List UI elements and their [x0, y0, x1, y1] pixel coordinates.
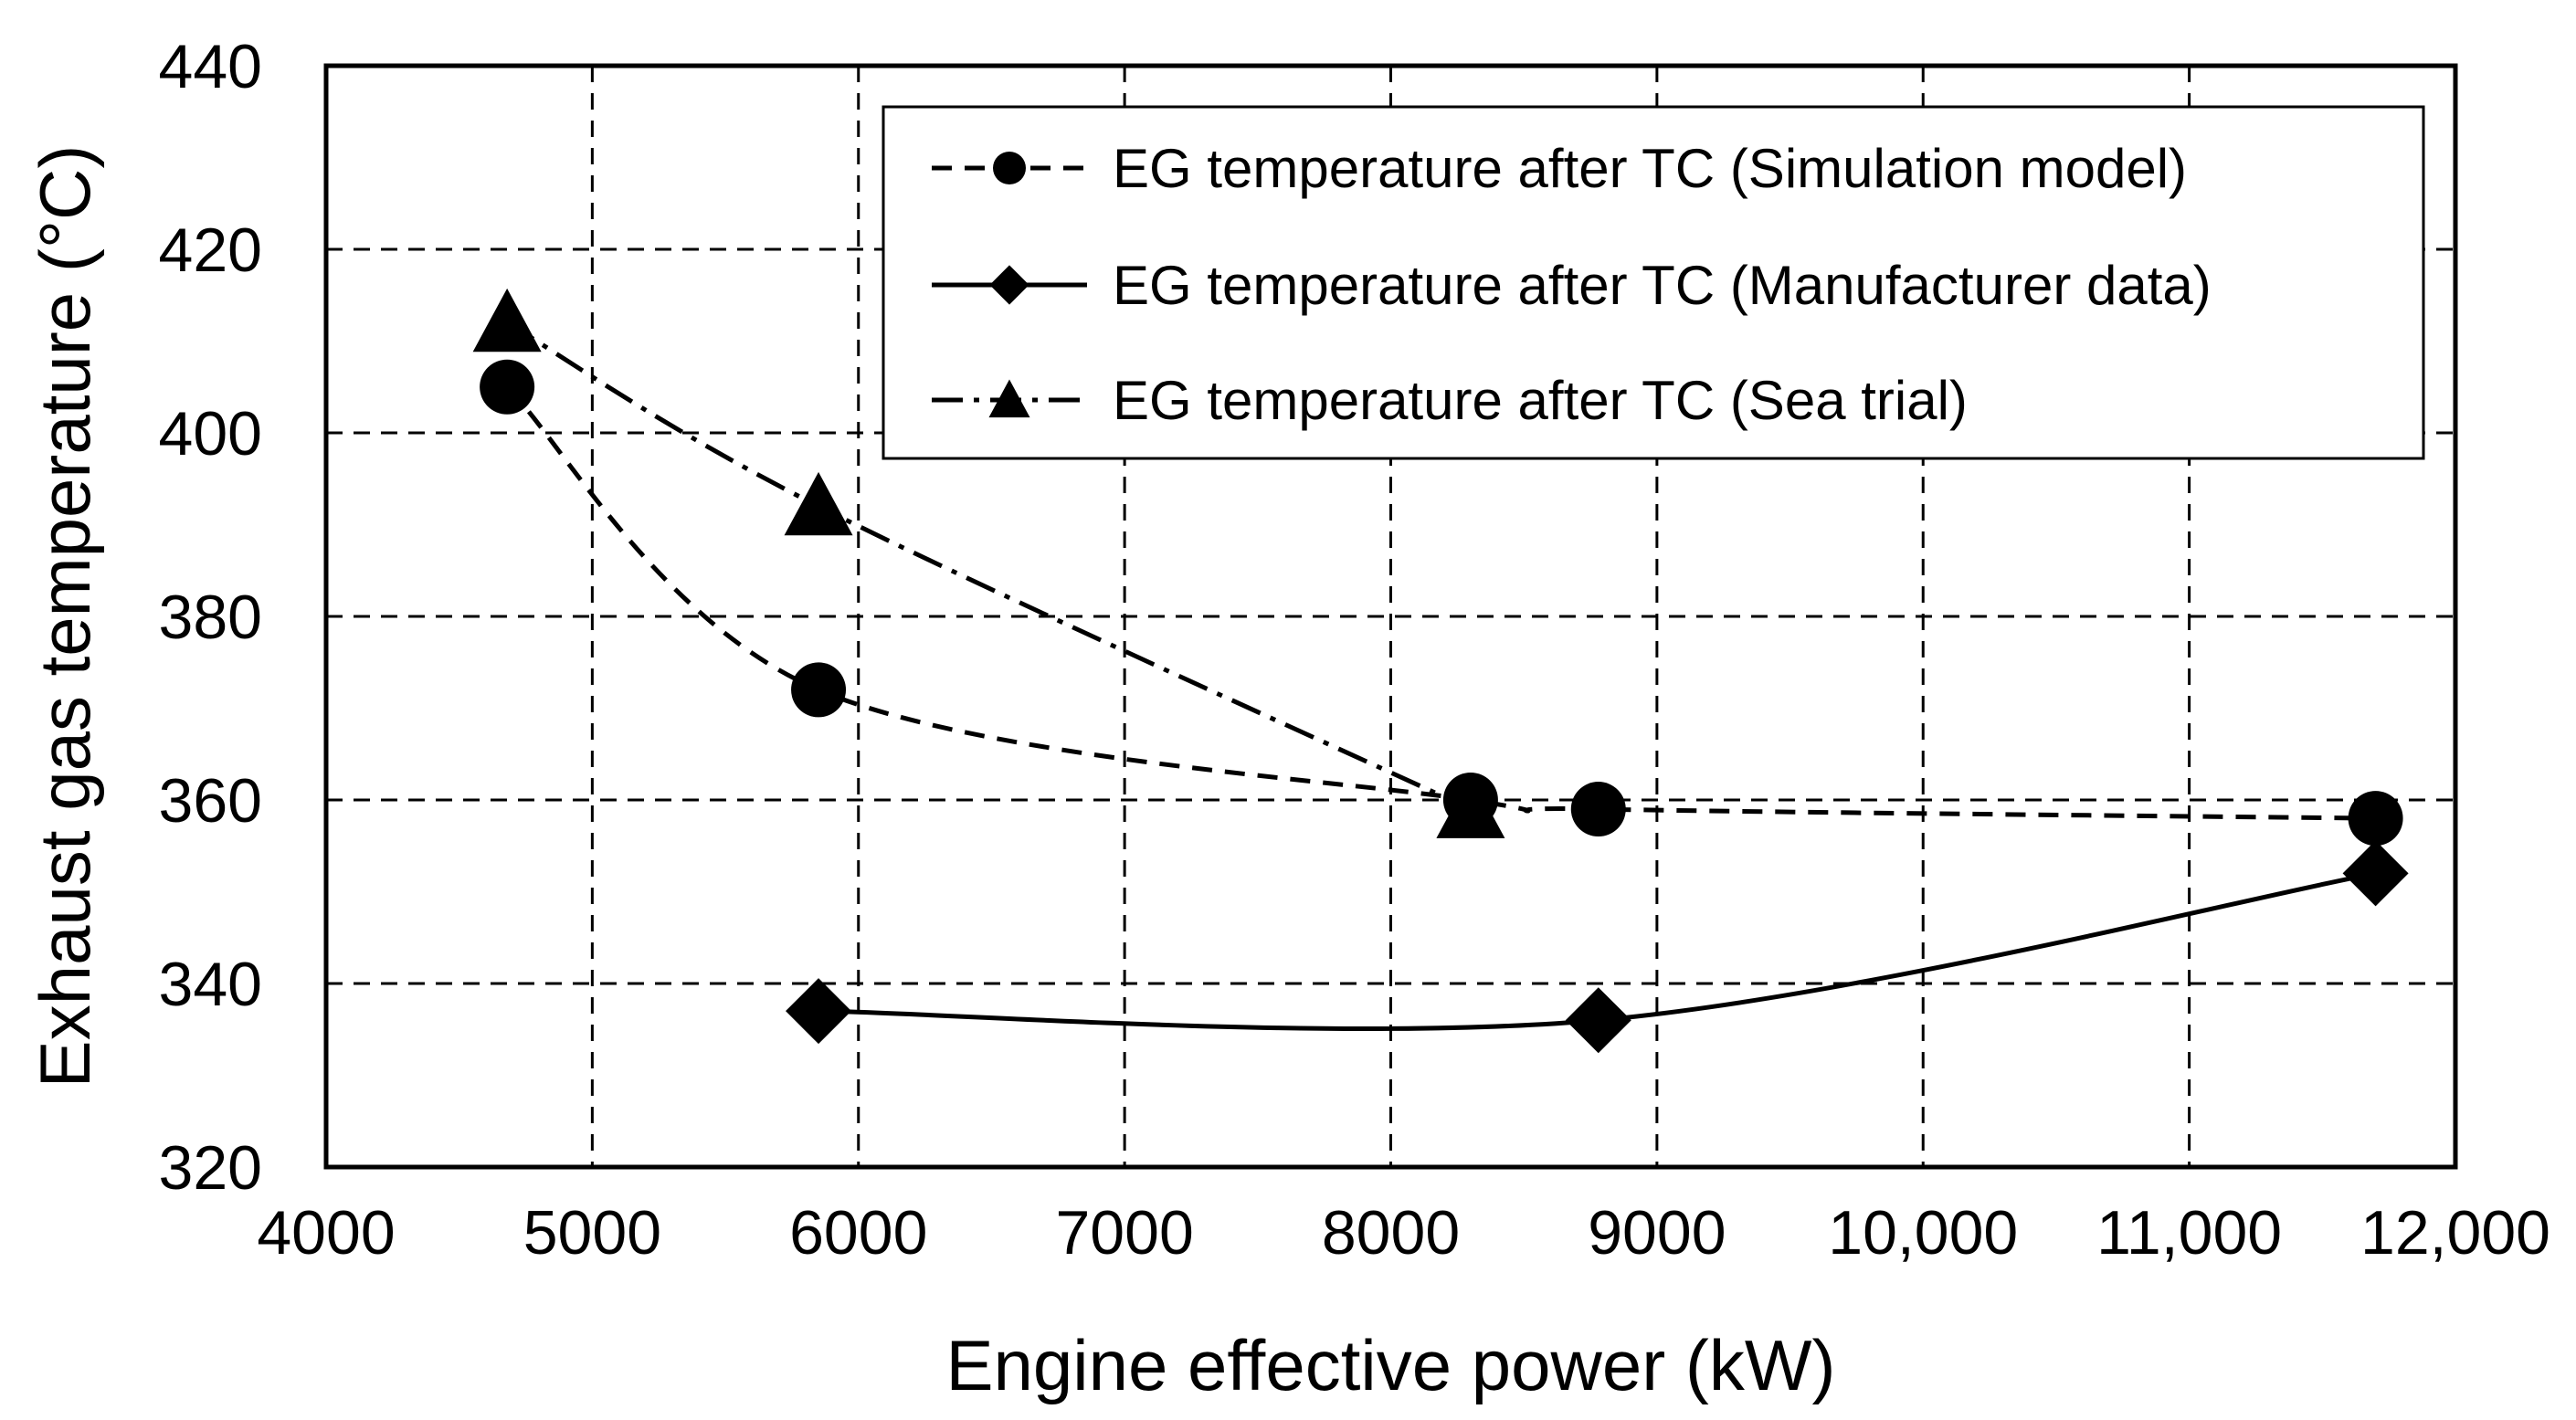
legend: EG temperature after TC (Simulation mode… — [882, 105, 2425, 460]
tick-labels: 4000 5000 6000 7000 8000 9000 10,000 11,000 12,0… — [159, 32, 2550, 1267]
legend-box — [882, 105, 2425, 460]
data-point-simulation-model — [1570, 782, 1626, 837]
plot-frame — [323, 63, 2458, 1170]
data-point-sea-trial — [784, 471, 853, 536]
data-point-manufacturer-data — [2342, 840, 2409, 907]
x-tick-label: 9000 — [1588, 1198, 1726, 1267]
data-point-simulation-model — [480, 359, 535, 415]
data-point-manufacturer-data — [786, 978, 852, 1045]
y-tick-label: 420 — [159, 216, 262, 285]
y-axis-title: Exhaust gas temperature (°C) — [25, 145, 105, 1089]
series-line-sea-trial — [505, 321, 1472, 812]
y-tick-label: 360 — [159, 766, 262, 836]
x-tick-label: 12,000 — [2360, 1198, 2550, 1267]
data-point-simulation-model — [791, 662, 847, 718]
data-point-sea-trial — [472, 288, 542, 352]
x-tick-label: 6000 — [789, 1198, 927, 1267]
grid — [326, 66, 2455, 1167]
series-layer — [472, 288, 2409, 1054]
x-tick-label: 7000 — [1055, 1198, 1193, 1267]
legend-marker-sea-trial — [988, 379, 1030, 418]
data-point-simulation-model — [2348, 791, 2403, 847]
legend-label-sea-trial: EG temperature after TC (Sea trial) — [1113, 370, 1968, 431]
y-tick-label: 440 — [159, 32, 262, 101]
data-point-sea-trial — [1436, 774, 1505, 838]
y-tick-label: 400 — [159, 399, 262, 468]
x-tick-label: 10,000 — [1828, 1198, 2018, 1267]
legend-label-manufacturer-data: EG temperature after TC (Manufacturer da… — [1113, 255, 2212, 316]
y-tick-label: 340 — [159, 950, 262, 1019]
y-tick-label: 320 — [159, 1133, 262, 1203]
x-tick-label: 5000 — [523, 1198, 661, 1267]
legend-marker-simulation-model — [993, 152, 1026, 184]
legend-label-simulation-model: EG temperature after TC (Simulation mode… — [1113, 138, 2187, 199]
x-axis-title: Engine effective power (kW) — [946, 1325, 1836, 1405]
x-tick-label: 11,000 — [2096, 1198, 2282, 1267]
y-tick-label: 380 — [159, 583, 262, 652]
x-tick-label: 8000 — [1322, 1198, 1460, 1267]
legend-marker-manufacturer-data — [989, 265, 1029, 305]
data-point-manufacturer-data — [1565, 987, 1631, 1054]
x-tick-label: 4000 — [257, 1198, 395, 1267]
